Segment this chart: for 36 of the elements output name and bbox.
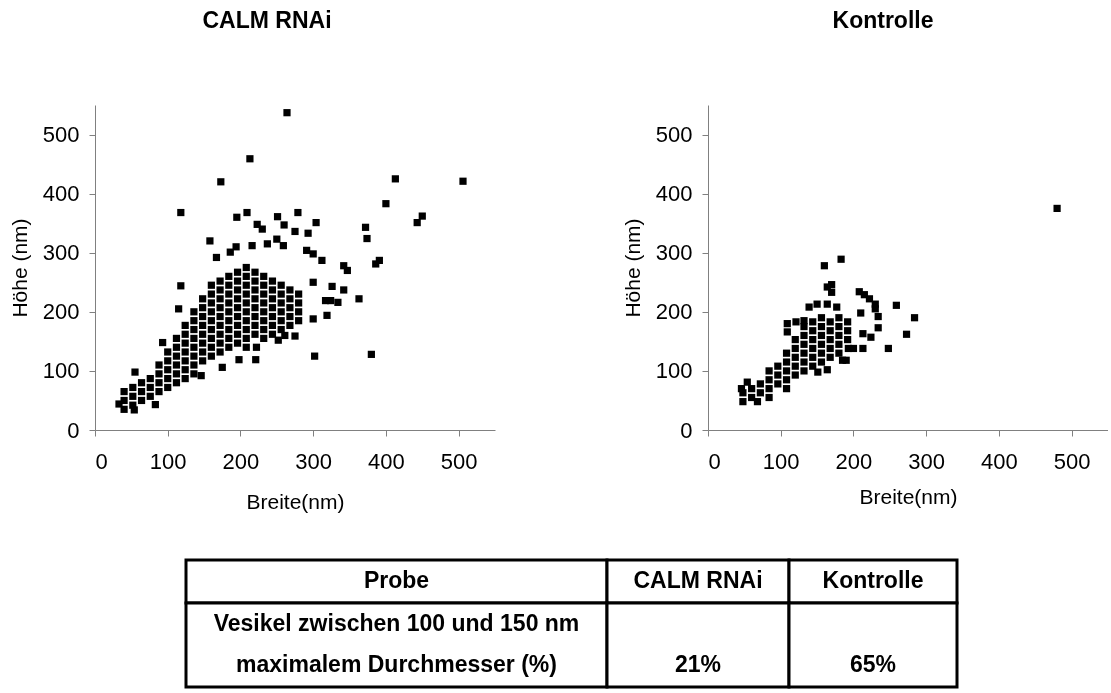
y-tick-label: 500 [42,122,80,148]
x-tick-label: 100 [149,448,187,474]
y-tick-label: 0 [67,417,80,443]
x-tick-label: 200 [222,448,260,474]
text: Vesikel zwischen 100 und 150 nm maximalem Durchmesser (%) [213,609,580,677]
x-tick-label: 500 [1053,448,1091,474]
text: Kontrolle [822,566,924,593]
x-tick-label: 500 [440,448,478,474]
x-tick-label: 300 [295,448,333,474]
text: Probe [363,566,430,593]
x-axis-title: Breite(nm) [859,484,958,508]
y-tick-label: 200 [655,299,693,325]
x-tick-label: 0 [708,448,721,474]
y-tick-label: 100 [655,358,693,384]
text: CALM RNAi [633,566,763,593]
x-tick-label: 400 [981,448,1018,474]
y-tick-label: 400 [42,181,80,207]
y-tick-label: 0 [680,417,693,443]
y-tick-label: 300 [42,240,80,266]
chart-title: CALM RNAi [202,7,332,33]
x-axis-title: Breite(nm) [246,489,345,513]
text: 21% [674,650,722,677]
chart-title: Kontrolle [832,7,934,33]
x-tick-label: 0 [95,448,108,474]
y-tick-label: 200 [42,299,80,325]
x-tick-label: 200 [835,448,873,474]
x-tick-label: 300 [908,448,946,474]
y-tick-label: 300 [655,240,693,266]
y-tick-label: 500 [655,122,693,148]
y-axis-title: Höhe (nm) [7,218,31,318]
y-tick-label: 100 [42,358,80,384]
text: 65% [849,650,897,677]
y-tick-label: 400 [655,181,693,207]
x-tick-label: 100 [762,448,800,474]
y-axis-title: Höhe (nm) [620,218,644,318]
x-tick-label: 400 [368,448,405,474]
